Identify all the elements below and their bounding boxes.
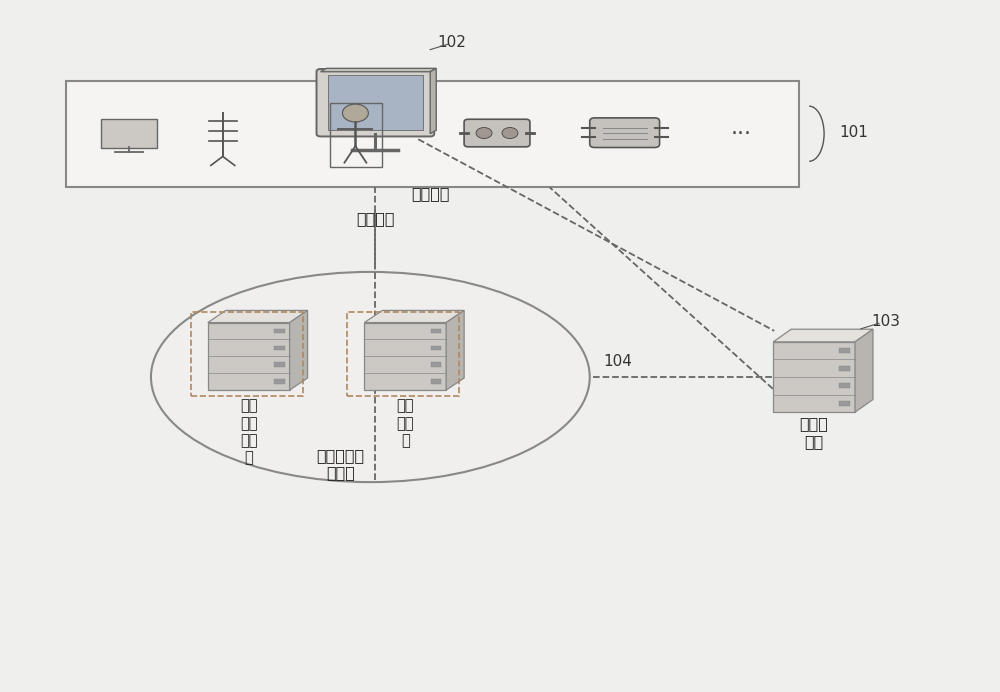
FancyBboxPatch shape — [839, 348, 850, 353]
FancyBboxPatch shape — [431, 379, 441, 384]
Circle shape — [476, 127, 492, 138]
Polygon shape — [446, 311, 464, 390]
FancyBboxPatch shape — [328, 75, 423, 130]
Polygon shape — [364, 311, 464, 322]
FancyBboxPatch shape — [66, 81, 799, 188]
Text: 104: 104 — [603, 354, 632, 370]
Text: 注册
服务
器: 注册 服务 器 — [397, 399, 414, 448]
FancyBboxPatch shape — [464, 119, 530, 147]
Text: 视频服
务器: 视频服 务器 — [800, 417, 829, 448]
FancyBboxPatch shape — [274, 345, 285, 350]
Circle shape — [502, 127, 518, 138]
FancyBboxPatch shape — [274, 329, 285, 334]
Polygon shape — [290, 311, 308, 390]
FancyBboxPatch shape — [274, 363, 285, 367]
FancyBboxPatch shape — [839, 401, 850, 406]
Polygon shape — [773, 329, 873, 342]
Text: 同步信息传
输网络: 同步信息传 输网络 — [316, 448, 365, 480]
Polygon shape — [430, 69, 436, 134]
Text: ···: ··· — [731, 124, 752, 144]
FancyBboxPatch shape — [364, 322, 446, 390]
Polygon shape — [320, 69, 436, 72]
Circle shape — [342, 104, 368, 122]
FancyBboxPatch shape — [839, 383, 850, 388]
Text: 101: 101 — [840, 125, 868, 140]
FancyBboxPatch shape — [101, 120, 157, 148]
Text: 用户设备: 用户设备 — [411, 186, 449, 201]
FancyBboxPatch shape — [431, 363, 441, 367]
Text: 103: 103 — [871, 314, 900, 329]
Text: 102: 102 — [438, 35, 467, 51]
Polygon shape — [208, 311, 308, 322]
Polygon shape — [855, 329, 873, 412]
Text: 指令
转发
服务
器: 指令 转发 服务 器 — [240, 399, 257, 466]
FancyBboxPatch shape — [317, 69, 434, 136]
FancyBboxPatch shape — [773, 342, 855, 412]
Text: 目标设备: 目标设备 — [356, 212, 395, 226]
FancyBboxPatch shape — [590, 118, 660, 147]
FancyBboxPatch shape — [431, 329, 441, 334]
FancyBboxPatch shape — [431, 345, 441, 350]
FancyBboxPatch shape — [839, 366, 850, 371]
Ellipse shape — [151, 272, 590, 482]
FancyBboxPatch shape — [274, 379, 285, 384]
FancyBboxPatch shape — [208, 322, 290, 390]
